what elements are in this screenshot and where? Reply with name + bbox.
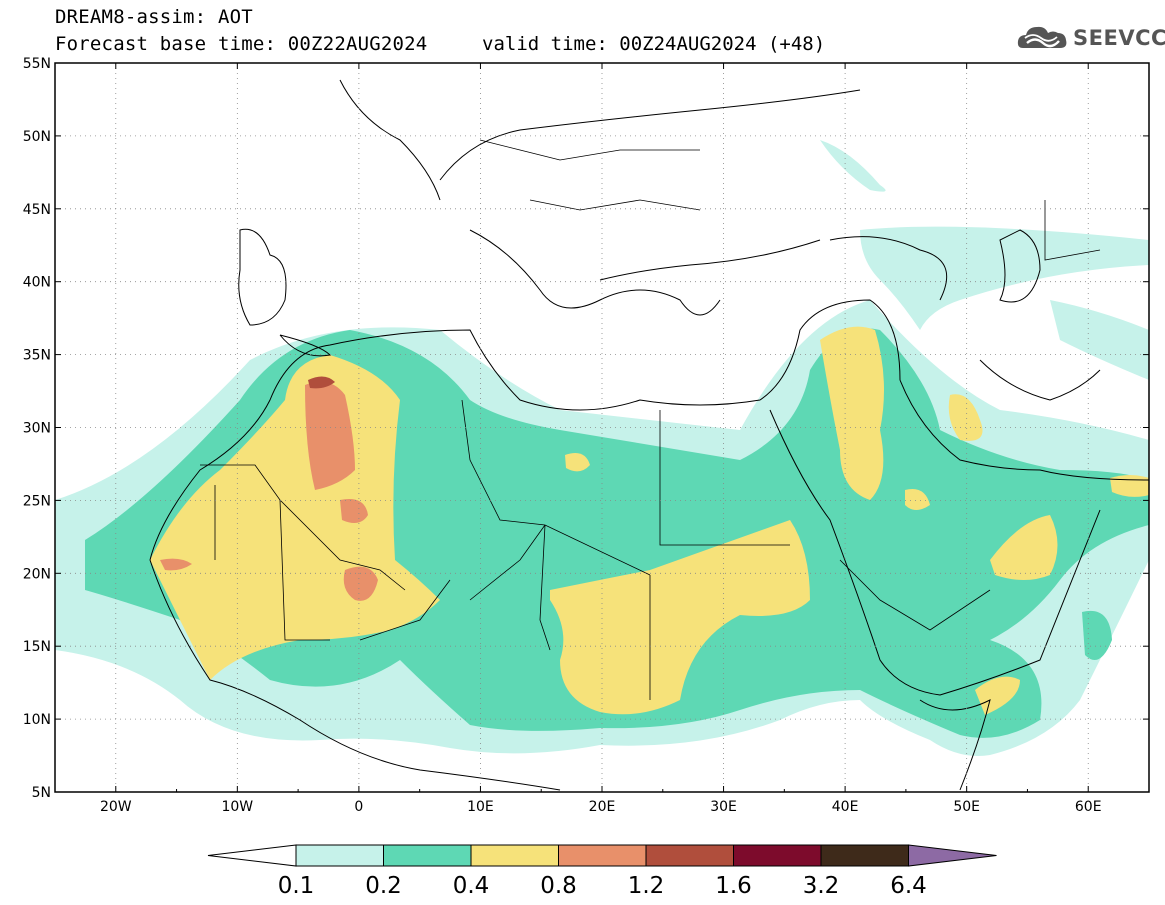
lat-tick-label: 15N (23, 639, 51, 655)
lat-tick-label: 25N (23, 493, 51, 509)
lon-tick-label: 60E (1075, 799, 1102, 815)
lon-tick-label: 0 (354, 799, 363, 815)
colorbar-upper-arrow (908, 844, 997, 867)
lat-tick-label: 35N (23, 348, 51, 364)
lat-tick-label: 10N (23, 712, 51, 728)
lat-tick-label: 50N (23, 129, 51, 145)
lon-tick-label: 20W (100, 799, 132, 815)
colorbar-label: 0.2 (365, 873, 402, 899)
lat-tick-label: 55N (23, 56, 51, 72)
logo-text: SEEVCCC (1073, 26, 1165, 50)
coastlines (149, 79, 1149, 791)
cloud-icon (1017, 26, 1067, 48)
lat-tick-label: 30N (23, 421, 51, 437)
lon-tick-label: 40E (832, 799, 859, 815)
colorbar: 0.1 0.2 0.4 0.8 1.2 1.6 3.2 6.4 (207, 844, 997, 899)
lat-tick-label: 20N (23, 566, 51, 582)
colorbar-box (733, 844, 822, 867)
colorbar-label: 0.1 (278, 873, 315, 899)
colorbar-box (383, 844, 472, 867)
colorbar-label: 6.4 (890, 873, 927, 899)
colorbar-label: 3.2 (803, 873, 840, 899)
longitude-axis: 20W 10W 0 10E 20E 30E 40E 50E 60E (54, 63, 1150, 815)
colorbar-label: 0.8 (540, 873, 577, 899)
colorbar-label: 0.4 (453, 873, 490, 899)
lat-tick-label: 40N (23, 275, 51, 291)
lat-tick-label: 5N (32, 785, 51, 801)
colorbar-box (295, 844, 384, 867)
colorbar-label: 1.2 (628, 873, 665, 899)
lon-tick-label: 30E (710, 799, 737, 815)
colorbar-label: 1.6 (715, 873, 752, 899)
aot-band-1.2-1.6 (308, 376, 335, 389)
latitude-axis: 55N 50N 45N 40N 35N 30N 25N 20N 15N 10N 5N (23, 56, 1149, 801)
lon-tick-label: 10W (221, 799, 253, 815)
forecast-base-time: Forecast base time: 00Z22AUG2024 (55, 33, 428, 55)
lon-tick-label: 10E (467, 799, 494, 815)
colorbar-lower-arrow (207, 844, 297, 867)
colorbar-box (820, 844, 909, 867)
country-borders (200, 139, 1101, 700)
colorbar-box (645, 844, 734, 867)
lon-tick-label: 50E (953, 799, 980, 815)
map-title: DREAM8-assim: AOT (55, 6, 253, 28)
lon-tick-label: 20E (589, 799, 616, 815)
colorbar-box (470, 844, 559, 867)
lat-tick-label: 45N (23, 202, 51, 218)
colorbar-box (558, 844, 647, 867)
aot-band-0.8-1.2 (160, 381, 378, 601)
seevccc-logo: SEEVCCC (1015, 22, 1165, 58)
valid-time: valid time: 00Z24AUG2024 (+48) (482, 33, 826, 55)
